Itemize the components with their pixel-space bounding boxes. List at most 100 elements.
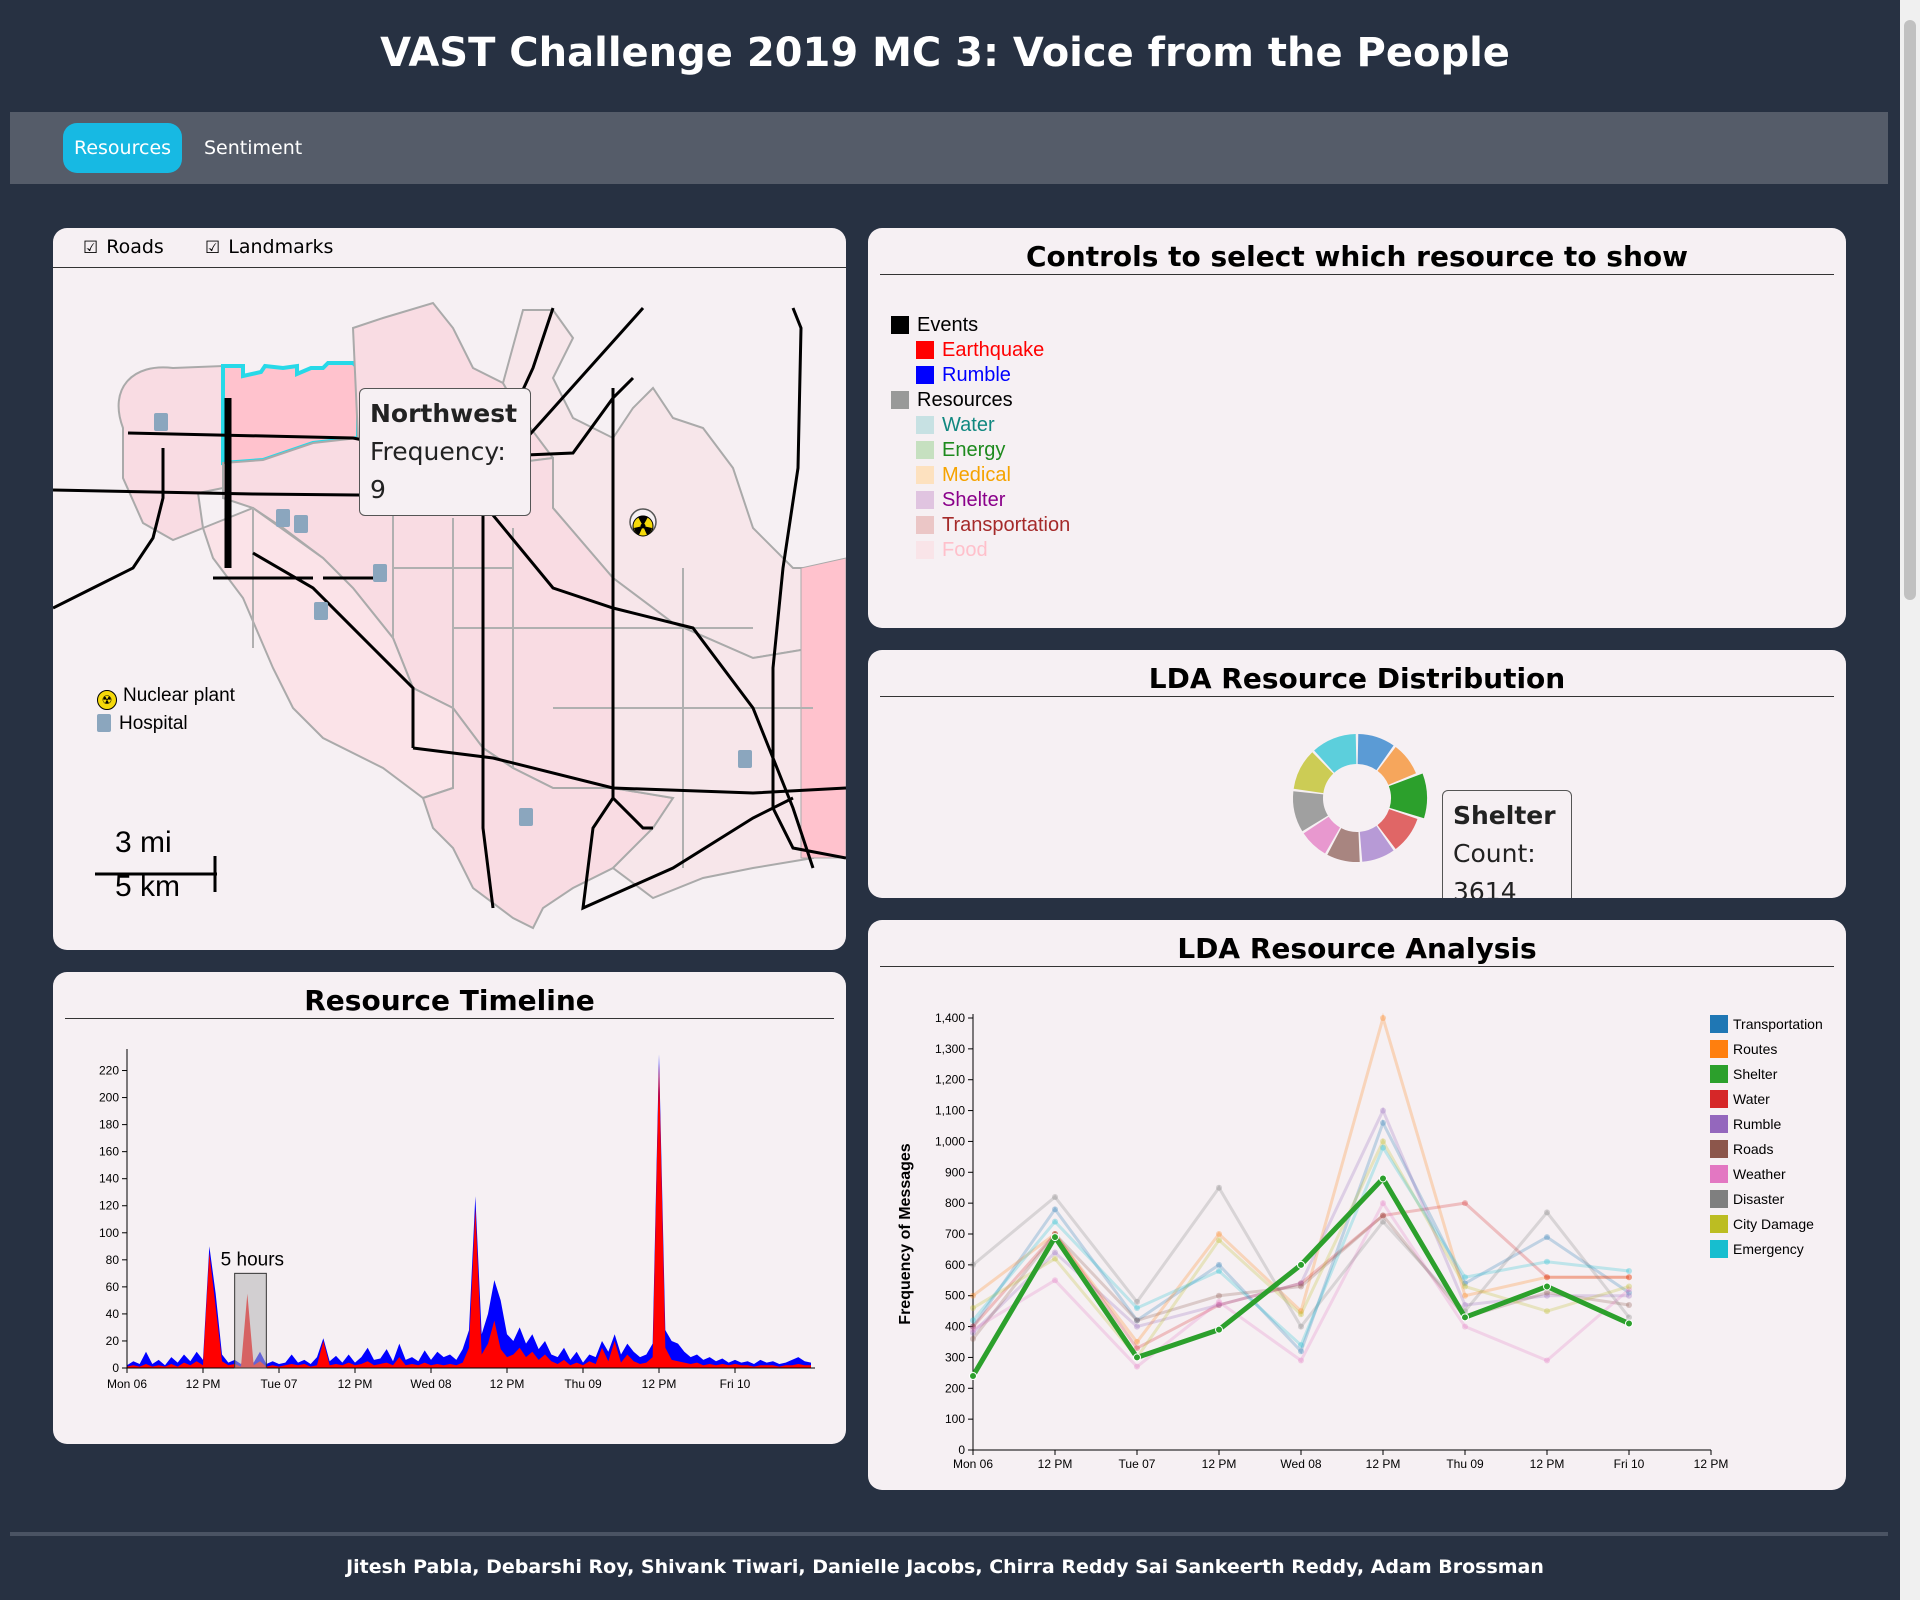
hospital-icon[interactable]	[314, 602, 328, 620]
donut-slice[interactable]	[1293, 752, 1334, 794]
data-point[interactable]	[1298, 1323, 1304, 1330]
legend-swatch[interactable]	[1710, 1090, 1728, 1108]
data-point[interactable]	[1216, 1237, 1222, 1244]
data-point[interactable]	[1134, 1323, 1140, 1330]
data-point[interactable]	[970, 1305, 976, 1312]
road[interactable]	[481, 503, 495, 909]
data-point[interactable]	[1216, 1301, 1222, 1308]
data-point[interactable]	[1298, 1348, 1304, 1355]
transportation-swatch[interactable]	[916, 516, 934, 534]
data-point[interactable]	[1052, 1255, 1058, 1262]
hospital-icon[interactable]	[519, 808, 533, 826]
timeline-area-rumble[interactable]	[127, 1054, 811, 1368]
donut-slices[interactable]	[1293, 734, 1427, 862]
data-point[interactable]	[1544, 1308, 1550, 1315]
data-point[interactable]	[1462, 1283, 1468, 1290]
data-point[interactable]	[1462, 1280, 1468, 1287]
region-east-edge[interactable]	[800, 557, 846, 859]
earthquake-swatch[interactable]	[916, 341, 934, 359]
data-point[interactable]	[1380, 1218, 1386, 1225]
data-point[interactable]	[1052, 1277, 1058, 1284]
data-point[interactable]	[1544, 1274, 1550, 1281]
data-point[interactable]	[1298, 1280, 1304, 1287]
data-point[interactable]	[970, 1329, 976, 1336]
series-line-weather[interactable]	[972, 1200, 1630, 1369]
data-point[interactable]	[970, 1323, 976, 1330]
road[interactable]	[611, 388, 653, 830]
data-point[interactable]	[970, 1335, 976, 1342]
timeline-chart[interactable]: 0 20 40 60 80 100 120 140 160 180 200 220 Mon 06 12 P…	[53, 1022, 846, 1442]
data-point[interactable]	[1298, 1342, 1304, 1349]
data-point[interactable]	[970, 1292, 976, 1299]
road[interactable]	[771, 307, 846, 860]
hospital-icon[interactable]	[373, 564, 387, 582]
data-point[interactable]	[1052, 1218, 1058, 1225]
data-point[interactable]	[1544, 1258, 1550, 1265]
water-swatch[interactable]	[916, 416, 934, 434]
donut-slice[interactable]	[1303, 816, 1341, 854]
donut-slice[interactable]	[1377, 809, 1418, 850]
page-scrollbar[interactable]	[1900, 0, 1920, 1600]
data-point[interactable]	[970, 1323, 976, 1330]
data-point[interactable]	[1216, 1231, 1222, 1237]
data-point[interactable]	[1298, 1311, 1304, 1318]
data-point[interactable]	[1134, 1317, 1140, 1324]
events-swatch[interactable]	[891, 316, 909, 334]
scrollbar-thumb[interactable]	[1904, 20, 1916, 600]
series-line-disaster[interactable]	[972, 1184, 1631, 1330]
series-line-roads[interactable]	[971, 1213, 1630, 1340]
data-point[interactable]	[1216, 1184, 1222, 1191]
data-point[interactable]	[1462, 1301, 1468, 1308]
data-point[interactable]	[1380, 1138, 1386, 1145]
shelter-swatch[interactable]	[916, 491, 934, 509]
nuclear-plant-marker[interactable]	[629, 508, 657, 537]
legend-swatch[interactable]	[1710, 1040, 1728, 1058]
legend-swatch[interactable]	[1710, 1165, 1728, 1183]
data-point[interactable]	[1134, 1305, 1140, 1312]
data-point[interactable]	[1626, 1274, 1632, 1281]
data-point[interactable]	[1298, 1308, 1304, 1315]
data-point[interactable]	[1461, 1313, 1469, 1322]
series-line-transportation[interactable]	[971, 1119, 1630, 1355]
energy-swatch[interactable]	[916, 441, 934, 459]
checkbox-icon[interactable]: ☑	[83, 238, 99, 258]
data-point[interactable]	[1133, 1353, 1141, 1362]
legend-swatch[interactable]	[1710, 1240, 1728, 1258]
road[interactable]	[412, 746, 846, 795]
resources-swatch[interactable]	[891, 391, 909, 409]
data-point[interactable]	[1462, 1274, 1468, 1281]
data-point[interactable]	[1134, 1317, 1140, 1324]
roads[interactable]	[53, 306, 846, 911]
data-point[interactable]	[1380, 1212, 1386, 1219]
legend-swatch[interactable]	[1710, 1015, 1728, 1033]
donut-slice[interactable]	[1377, 746, 1417, 785]
data-point[interactable]	[1216, 1261, 1222, 1268]
region-south[interactable]	[421, 705, 675, 930]
data-point[interactable]	[969, 1371, 977, 1380]
data-point[interactable]	[1462, 1292, 1468, 1299]
city-map[interactable]	[53, 268, 846, 950]
donut-slice[interactable]	[1314, 734, 1357, 773]
data-point[interactable]	[1544, 1289, 1550, 1296]
legend-swatch[interactable]	[1710, 1115, 1728, 1133]
data-point[interactable]	[1544, 1234, 1550, 1241]
data-point[interactable]	[970, 1261, 976, 1268]
series-line-emergency[interactable]	[971, 1144, 1630, 1348]
hospital-icon[interactable]	[276, 509, 290, 527]
data-point[interactable]	[1134, 1345, 1140, 1352]
legend-swatch[interactable]	[1710, 1215, 1728, 1233]
checkbox-icon[interactable]: ☑	[205, 238, 221, 258]
data-point[interactable]	[1216, 1268, 1222, 1275]
data-point[interactable]	[1626, 1283, 1632, 1290]
data-point[interactable]	[1462, 1200, 1468, 1207]
data-point[interactable]	[1216, 1301, 1222, 1308]
data-point[interactable]	[970, 1317, 976, 1324]
data-point[interactable]	[1626, 1268, 1632, 1275]
data-point[interactable]	[1544, 1292, 1550, 1299]
donut-chart[interactable]	[868, 700, 1846, 890]
data-point[interactable]	[1626, 1314, 1632, 1321]
series-line-routes[interactable]	[972, 1012, 1629, 1345]
region-southeast[interactable]	[611, 576, 814, 900]
donut-slice[interactable]	[1327, 828, 1360, 862]
data-point[interactable]	[1626, 1286, 1632, 1293]
